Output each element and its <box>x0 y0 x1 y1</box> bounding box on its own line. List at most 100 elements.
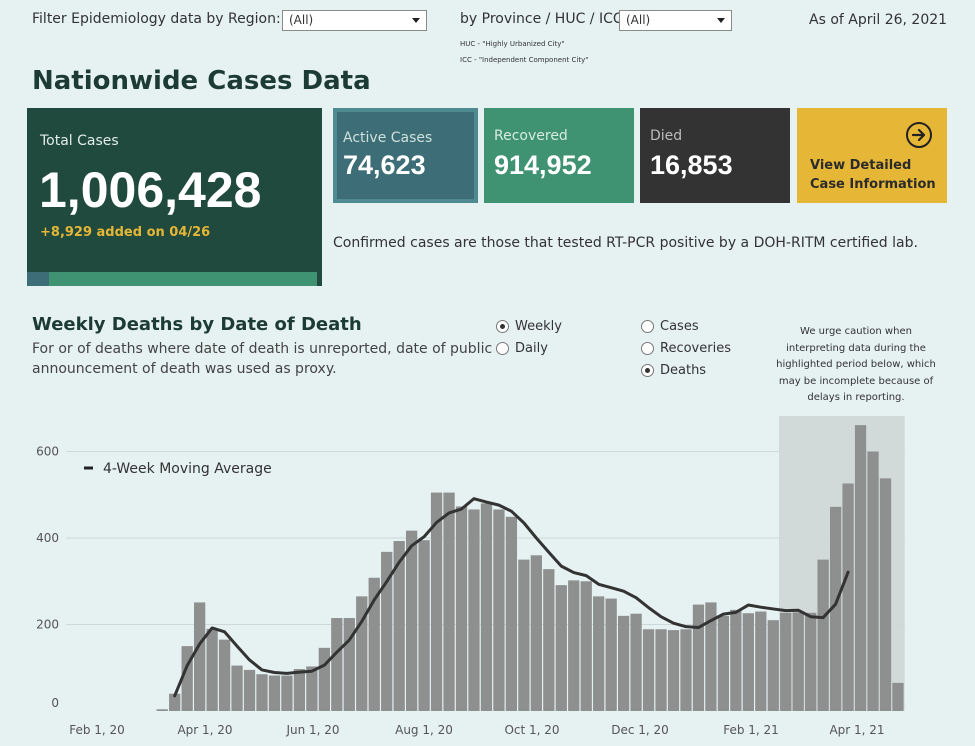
chart-subtitle-line1: For or of deaths where date of death is … <box>32 341 493 357</box>
total-cases-label: Total Cases <box>40 133 119 149</box>
bar <box>555 585 567 711</box>
caution-line: may be incomplete because of <box>778 375 934 387</box>
arrow-circle-right-icon <box>906 122 932 148</box>
total-cases-value: 1,006,428 <box>39 162 262 218</box>
as-of-date: As of April 26, 2021 <box>809 12 948 28</box>
province-select-value: (All) <box>626 13 651 27</box>
bar <box>268 675 281 711</box>
radio-daily-label: Daily <box>515 341 548 356</box>
bar <box>243 669 256 711</box>
bar <box>805 612 817 711</box>
bar <box>717 615 730 711</box>
y-tick-label: 200 <box>36 618 59 632</box>
confirmed-note: Confirmed cases are those that tested RT… <box>333 235 918 251</box>
bar <box>381 551 393 711</box>
chevron-down-icon <box>412 18 420 23</box>
bar <box>231 665 243 711</box>
y-tick-label: 0 <box>51 696 59 710</box>
total-cases-card: Total Cases 1,006,428 +8,929 added on 04… <box>27 108 322 286</box>
province-filter-label: by Province / HUC / ICC: <box>460 11 628 27</box>
died-value: 16,853 <box>650 150 733 180</box>
bar <box>181 646 193 711</box>
bar <box>867 451 879 711</box>
radio-recoveries-label: Recoveries <box>660 341 731 356</box>
x-tick-label: Oct 1, 20 <box>504 723 559 737</box>
bar <box>455 506 468 711</box>
recovered-card: Recovered 914,952 <box>484 108 634 203</box>
bar <box>730 609 742 711</box>
chart-subtitle-line2: announcement of death was used as proxy. <box>32 361 337 377</box>
radio-recoveries-dot <box>641 342 654 355</box>
radio-deaths-dot <box>641 364 654 377</box>
bar <box>518 559 530 711</box>
bar <box>605 598 617 711</box>
bar <box>468 509 480 711</box>
bar <box>568 580 580 711</box>
bar <box>854 425 867 711</box>
bar <box>480 503 493 711</box>
bar <box>331 618 343 711</box>
bar <box>493 509 505 711</box>
caution-line: highlighted period below, which <box>776 359 936 370</box>
region-select-value: (All) <box>289 13 314 27</box>
bar <box>443 492 455 711</box>
bar <box>842 483 854 711</box>
bar <box>343 618 355 711</box>
bar <box>580 581 592 711</box>
bar <box>829 506 842 711</box>
x-tick-label: Feb 1, 20 <box>69 723 125 737</box>
bar <box>194 602 206 711</box>
bar <box>767 620 779 711</box>
bar <box>543 569 555 711</box>
bar <box>218 639 231 711</box>
recovered-label: Recovered <box>494 128 568 144</box>
caution-note: We urge caution when interpreting data d… <box>772 324 940 407</box>
died-label: Died <box>650 128 683 144</box>
bar <box>206 628 218 711</box>
bar <box>617 615 630 711</box>
total-cases-bar-active <box>27 272 49 286</box>
page-title: Nationwide Cases Data <box>32 66 371 96</box>
active-cases-card: Active Cases 74,623 <box>333 108 478 203</box>
total-cases-bar-recovered <box>49 272 317 286</box>
radio-weekly-label: Weekly <box>515 319 562 334</box>
bar <box>306 666 318 711</box>
bar <box>593 596 605 711</box>
radio-deaths-label: Deaths <box>660 363 707 378</box>
bar <box>817 559 829 711</box>
x-tick-label: Aug 1, 20 <box>395 723 453 737</box>
bar <box>630 613 642 711</box>
bar <box>393 541 405 711</box>
bar <box>655 629 667 711</box>
bar <box>293 669 306 711</box>
bar <box>156 709 168 711</box>
bar <box>281 675 293 711</box>
legend-label: 4-Week Moving Average <box>103 461 272 477</box>
view-detailed-button[interactable]: View Detailed Case Information <box>797 108 947 203</box>
caution-line: delays in reporting. <box>807 392 905 403</box>
total-cases-added: +8,929 added on 04/26 <box>40 225 211 240</box>
bar <box>792 612 804 711</box>
province-select[interactable]: (All) <box>619 10 732 31</box>
bar <box>430 492 443 711</box>
bar <box>356 596 368 711</box>
x-tick-label: Feb 1, 21 <box>723 723 779 737</box>
bar <box>705 602 717 711</box>
view-detailed-line2: Case Information <box>810 177 936 192</box>
view-detailed-line1: View Detailed <box>810 158 912 173</box>
bar <box>406 530 418 711</box>
y-tick-label: 600 <box>36 445 59 459</box>
bar <box>780 612 792 711</box>
radio-cases-label: Cases <box>660 319 699 334</box>
bar <box>505 516 518 711</box>
caution-line: We urge caution when <box>800 326 912 337</box>
region-filter-label: Filter Epidemiology data by Region: <box>32 11 281 27</box>
chevron-down-icon <box>717 18 725 23</box>
x-tick-label: Dec 1, 20 <box>611 723 669 737</box>
bar <box>368 577 380 711</box>
bar <box>667 630 680 711</box>
bar <box>755 611 767 711</box>
region-select[interactable]: (All) <box>282 10 427 31</box>
active-cases-label: Active Cases <box>343 130 433 146</box>
bar <box>742 613 754 711</box>
